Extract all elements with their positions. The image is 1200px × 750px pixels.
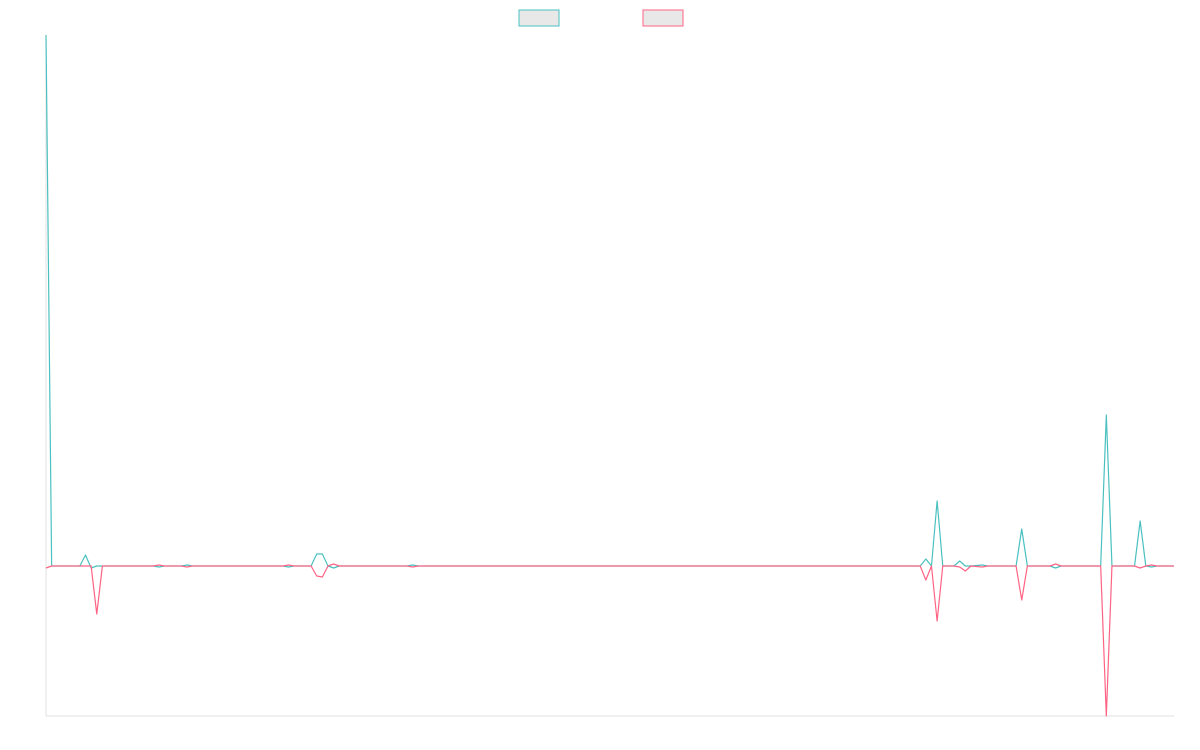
legend-swatch [518,9,560,27]
legend-swatch [642,9,684,27]
series-line [45,563,1174,717]
series-line [45,34,1174,569]
